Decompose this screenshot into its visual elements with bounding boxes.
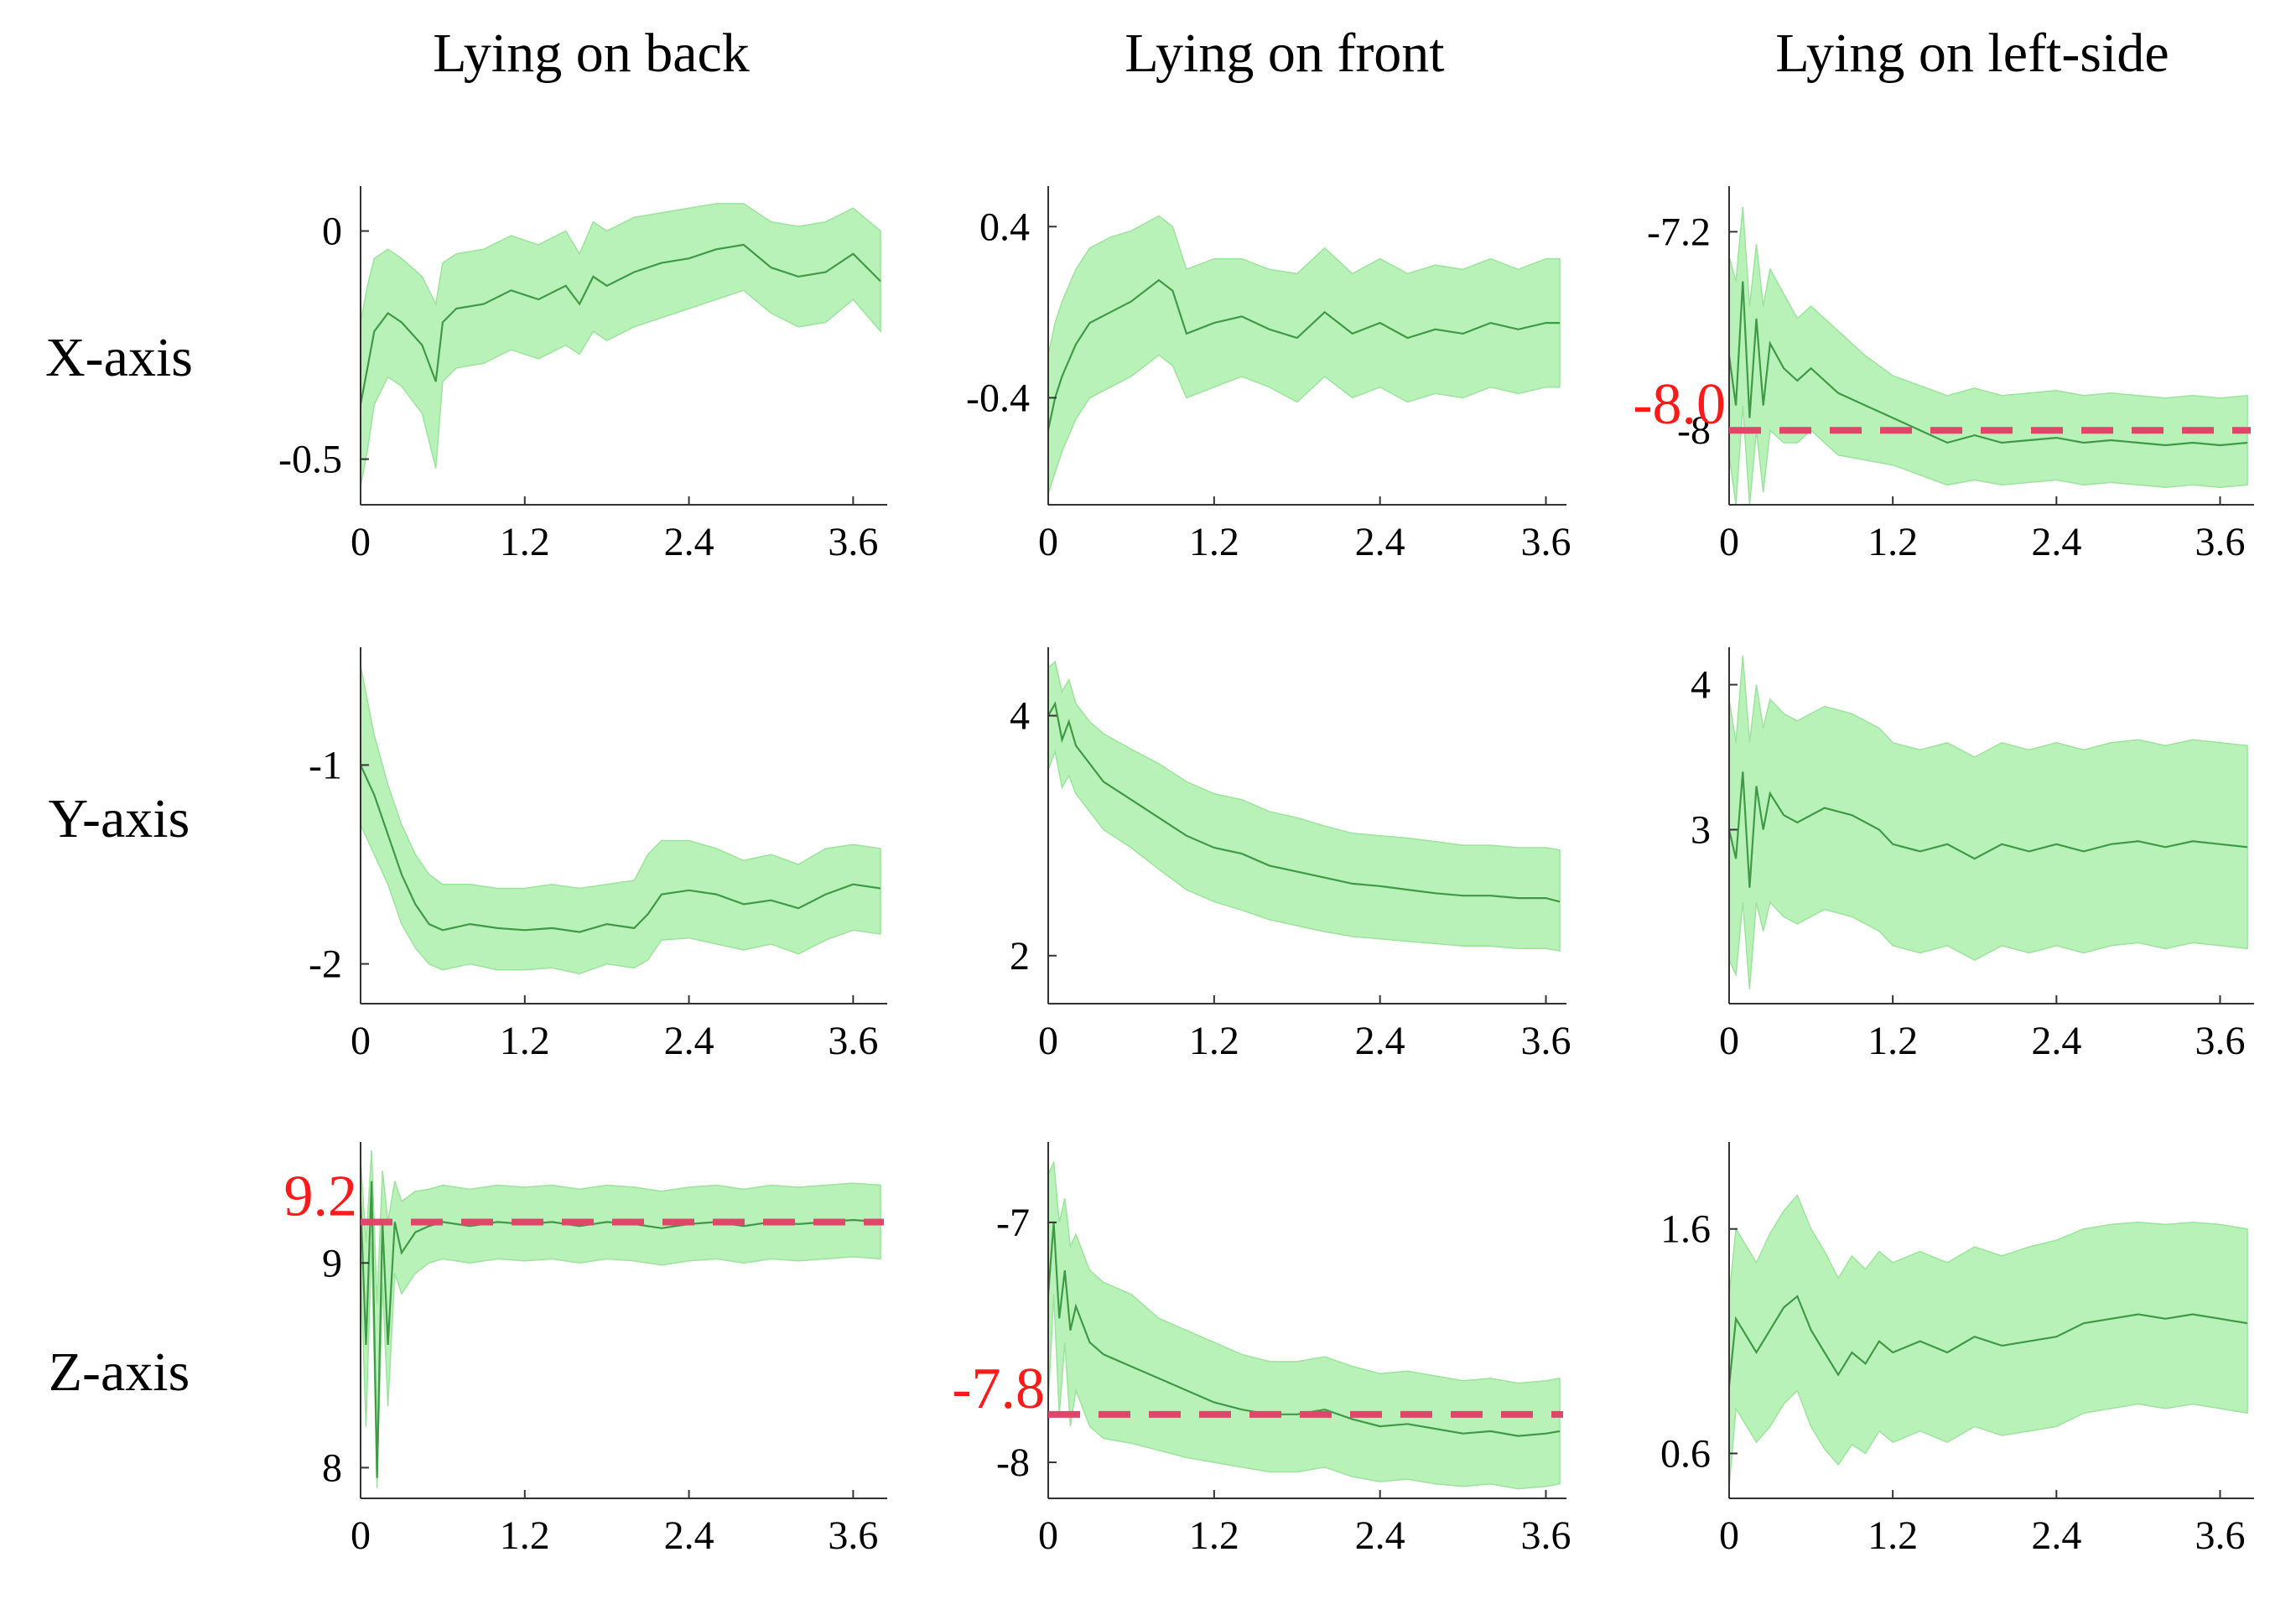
panel-left-side-x-axis: 0 1.2 2.4 3.6 -7.2 -8-8.0 — [1633, 186, 2254, 564]
row-label-z-axis: Z-axis — [49, 1342, 190, 1403]
y-tick-label: -1 — [309, 743, 342, 787]
y-tick-label: -7 — [996, 1201, 1030, 1245]
y-tick-label: 1.6 — [1660, 1207, 1711, 1252]
x-tick-label: 0 — [1719, 520, 1739, 564]
x-tick-label: 3.6 — [2195, 1513, 2245, 1558]
panel-left-side-y-axis: 0 1.2 2.4 3.6 4 3 — [1691, 647, 2254, 1063]
x-tick-label: 1.2 — [500, 1019, 550, 1063]
std-band — [360, 1150, 881, 1488]
x-tick-label: 2.4 — [664, 1019, 714, 1063]
x-tick-label: 0 — [351, 520, 371, 564]
reference-value-label: 9.2 — [284, 1164, 358, 1228]
std-band — [360, 203, 881, 487]
panel-front-x-axis: 0 1.2 2.4 3.6 0.4 -0.4 — [966, 186, 1571, 564]
mean-line — [1727, 771, 2248, 888]
column-title-back: Lying on back — [433, 23, 750, 84]
x-tick-label: 1.2 — [1189, 1019, 1239, 1063]
panel-front-y-axis: 0 1.2 2.4 3.6 4 2 — [1010, 647, 1571, 1063]
x-tick-label: 2.4 — [1355, 1513, 1405, 1558]
mean-line — [1727, 281, 2248, 447]
x-tick-label: 1.2 — [1867, 1513, 1918, 1558]
x-tick-label: 3.6 — [828, 1019, 878, 1063]
column-title-left-side: Lying on left-side — [1775, 23, 2169, 84]
row-label-x-axis: X-axis — [45, 327, 193, 388]
std-band — [1047, 215, 1561, 495]
x-tick-label: 3.6 — [2195, 1019, 2245, 1063]
y-tick-label: 0.4 — [979, 205, 1030, 249]
x-tick-label: 0 — [1038, 1513, 1058, 1558]
panel-back-x-axis: 0 1.2 2.4 3.60-0.5 — [278, 186, 887, 564]
x-tick-label: 2.4 — [664, 520, 714, 564]
std-band — [1047, 1160, 1561, 1490]
y-tick-label: 2 — [1010, 934, 1030, 978]
panel-grid: 0 1.2 2.4 3.60-0.50 1.2 2.4 3.60.4-0.40 1.2 2.4 3… — [278, 186, 2254, 1558]
y-tick-label: 8 — [322, 1446, 342, 1490]
std-band — [1047, 660, 1561, 952]
std-band — [1728, 655, 2248, 989]
x-tick-label: 3.6 — [828, 1513, 878, 1558]
x-tick-label: 2.4 — [1355, 520, 1405, 564]
x-tick-label: 2.4 — [2031, 520, 2081, 564]
y-tick-label: 4 — [1010, 694, 1030, 739]
y-tick-label: -8 — [996, 1440, 1030, 1485]
y-tick-label: 0 — [322, 210, 342, 254]
y-tick-label: -8 — [1677, 408, 1711, 453]
x-tick-label: 1.2 — [500, 1513, 550, 1558]
mean-line — [1047, 278, 1560, 430]
x-tick-label: 2.4 — [1355, 1019, 1405, 1063]
mean-line — [359, 764, 881, 933]
x-tick-label: 1.2 — [1189, 520, 1239, 564]
x-tick-label: 1.2 — [1867, 520, 1918, 564]
panel-front-z-axis: 0 1.2 2.4 3.6 -7 -8 -7.8 — [952, 1142, 1571, 1558]
x-tick-label: 0 — [351, 1513, 371, 1558]
y-tick-label: 3 — [1691, 808, 1711, 853]
reference-value-label: -8.0 — [1633, 372, 1726, 437]
y-tick-label: -0.5 — [278, 438, 342, 482]
x-tick-label: 0 — [1719, 1019, 1739, 1063]
x-tick-label: 3.6 — [2195, 520, 2245, 564]
x-tick-label: 3.6 — [828, 520, 878, 564]
y-tick-label: -7.2 — [1647, 210, 1711, 254]
x-tick-label: 1.2 — [1189, 1513, 1239, 1558]
x-tick-label: 0 — [351, 1019, 371, 1063]
x-tick-label: 0 — [1038, 520, 1058, 564]
std-band — [360, 665, 881, 975]
mean-line — [359, 243, 881, 405]
y-tick-label: 0.6 — [1660, 1431, 1711, 1476]
mean-line — [1727, 1295, 2248, 1387]
panel-back-z-axis: 0 1.2 2.4 3.6 9 8 9.2 — [284, 1142, 887, 1558]
y-tick-label: 9 — [322, 1241, 342, 1285]
mean-line — [1047, 1222, 1561, 1437]
panel-left-side-z-axis: 0 1.2 2.4 3.6 1.6 0.6 — [1660, 1142, 2254, 1558]
x-tick-label: 2.4 — [2031, 1513, 2081, 1558]
x-tick-label: 1.2 — [1867, 1019, 1918, 1063]
x-tick-label: 3.6 — [1521, 1019, 1571, 1063]
reference-value-label: -7.8 — [952, 1357, 1045, 1421]
panel-back-y-axis: 0 1.2 2.4 3.6 -1 -2 — [309, 647, 887, 1063]
x-tick-label: 3.6 — [1521, 1513, 1571, 1558]
y-tick-label: 4 — [1691, 663, 1711, 708]
x-tick-label: 1.2 — [500, 520, 550, 564]
y-tick-label: -2 — [309, 942, 342, 987]
x-tick-label: 0 — [1038, 1019, 1058, 1063]
y-tick-label: -0.4 — [966, 376, 1030, 420]
row-label-y-axis: Y-axis — [49, 788, 190, 849]
x-tick-label: 3.6 — [1521, 520, 1571, 564]
mean-line — [1047, 701, 1561, 903]
x-tick-label: 0 — [1719, 1513, 1739, 1558]
x-tick-label: 2.4 — [664, 1513, 714, 1558]
x-tick-label: 2.4 — [2031, 1019, 2081, 1063]
column-title-front: Lying on front — [1125, 23, 1444, 84]
